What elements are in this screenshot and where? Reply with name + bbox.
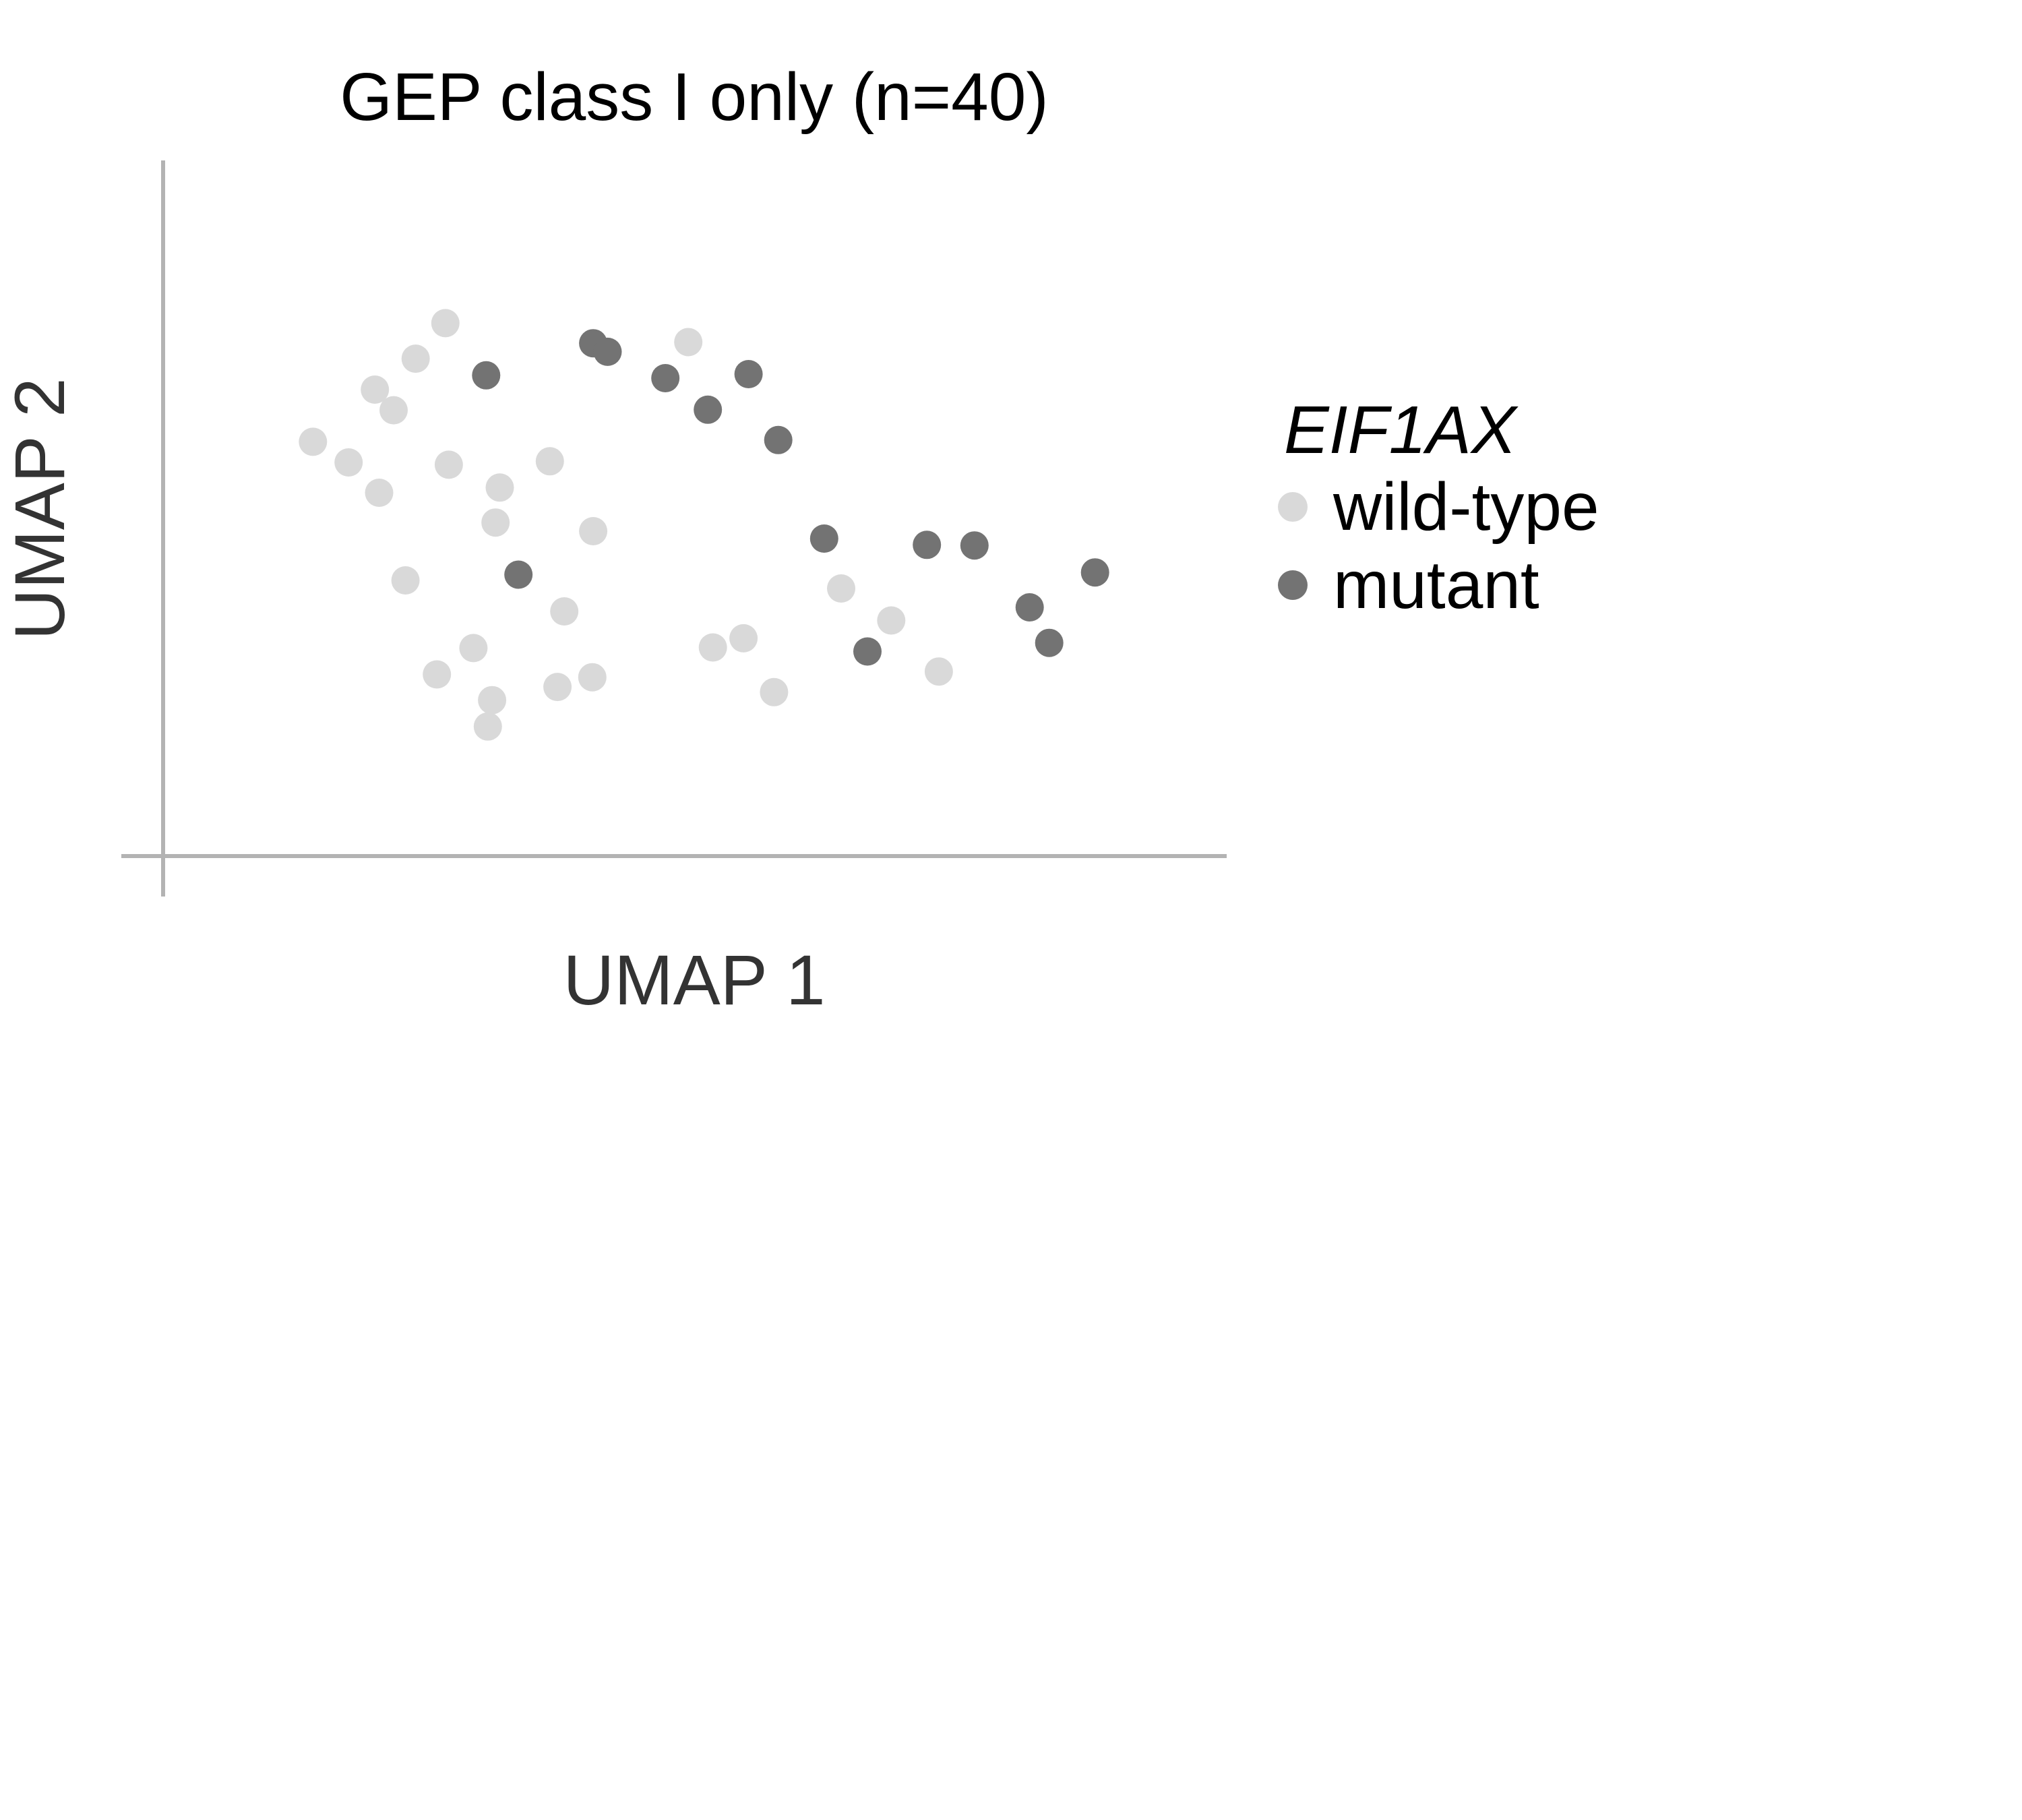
legend-label-mutant: mutant bbox=[1333, 547, 1539, 623]
data-point-wild-type bbox=[485, 473, 514, 502]
data-point-wild-type bbox=[431, 309, 460, 338]
data-point-wild-type bbox=[543, 673, 572, 702]
data-point-wild-type bbox=[299, 427, 328, 456]
data-point-mutant bbox=[913, 530, 942, 559]
chart-title: GEP class I only (n=40) bbox=[340, 59, 1048, 135]
axes bbox=[121, 160, 1227, 897]
data-point-mutant bbox=[853, 637, 882, 666]
data-point-wild-type bbox=[478, 686, 507, 715]
legend-marker-wild-type bbox=[1278, 492, 1308, 522]
data-point-mutant bbox=[694, 395, 723, 424]
data-point-wild-type bbox=[391, 566, 420, 595]
legend-marker-mutant bbox=[1278, 570, 1308, 600]
legend-title: EIF1AX bbox=[1284, 392, 1519, 468]
data-point-mutant bbox=[1080, 558, 1109, 587]
data-point-mutant bbox=[651, 364, 680, 392]
data-point-mutant bbox=[504, 560, 533, 589]
data-point-mutant bbox=[1015, 593, 1044, 621]
data-point-wild-type bbox=[579, 517, 608, 545]
data-point-wild-type bbox=[698, 633, 727, 662]
data-point-wild-type bbox=[473, 712, 502, 741]
data-point-wild-type bbox=[877, 606, 906, 635]
data-point-wild-type bbox=[674, 328, 703, 357]
data-point-wild-type bbox=[924, 657, 953, 686]
data-point-wild-type bbox=[535, 447, 564, 476]
data-point-wild-type bbox=[365, 479, 394, 507]
data-point-wild-type bbox=[827, 574, 855, 603]
data-point-mutant bbox=[593, 337, 622, 366]
data-point-wild-type bbox=[550, 597, 579, 626]
data-points bbox=[299, 309, 1109, 741]
data-point-wild-type bbox=[481, 508, 510, 537]
data-point-mutant bbox=[734, 360, 763, 388]
y-axis-label: UMAP 2 bbox=[1, 377, 80, 640]
data-point-mutant bbox=[960, 531, 989, 560]
data-point-wild-type bbox=[334, 448, 363, 477]
data-point-wild-type bbox=[379, 396, 408, 425]
data-point-wild-type bbox=[578, 663, 607, 692]
data-point-wild-type bbox=[459, 634, 488, 663]
data-point-mutant bbox=[764, 425, 793, 454]
legend: EIF1AX wild-type mutant bbox=[1278, 392, 1599, 623]
data-point-wild-type bbox=[423, 660, 452, 689]
data-point-mutant bbox=[809, 524, 838, 553]
data-point-wild-type bbox=[434, 450, 463, 479]
data-point-wild-type bbox=[401, 344, 430, 373]
legend-label-wild-type: wild-type bbox=[1332, 469, 1599, 545]
data-point-mutant bbox=[472, 361, 501, 390]
data-point-mutant bbox=[1035, 628, 1064, 657]
data-point-wild-type bbox=[361, 375, 390, 404]
data-point-wild-type bbox=[729, 624, 758, 653]
x-axis-label: UMAP 1 bbox=[563, 941, 825, 1020]
data-point-wild-type bbox=[760, 677, 789, 706]
